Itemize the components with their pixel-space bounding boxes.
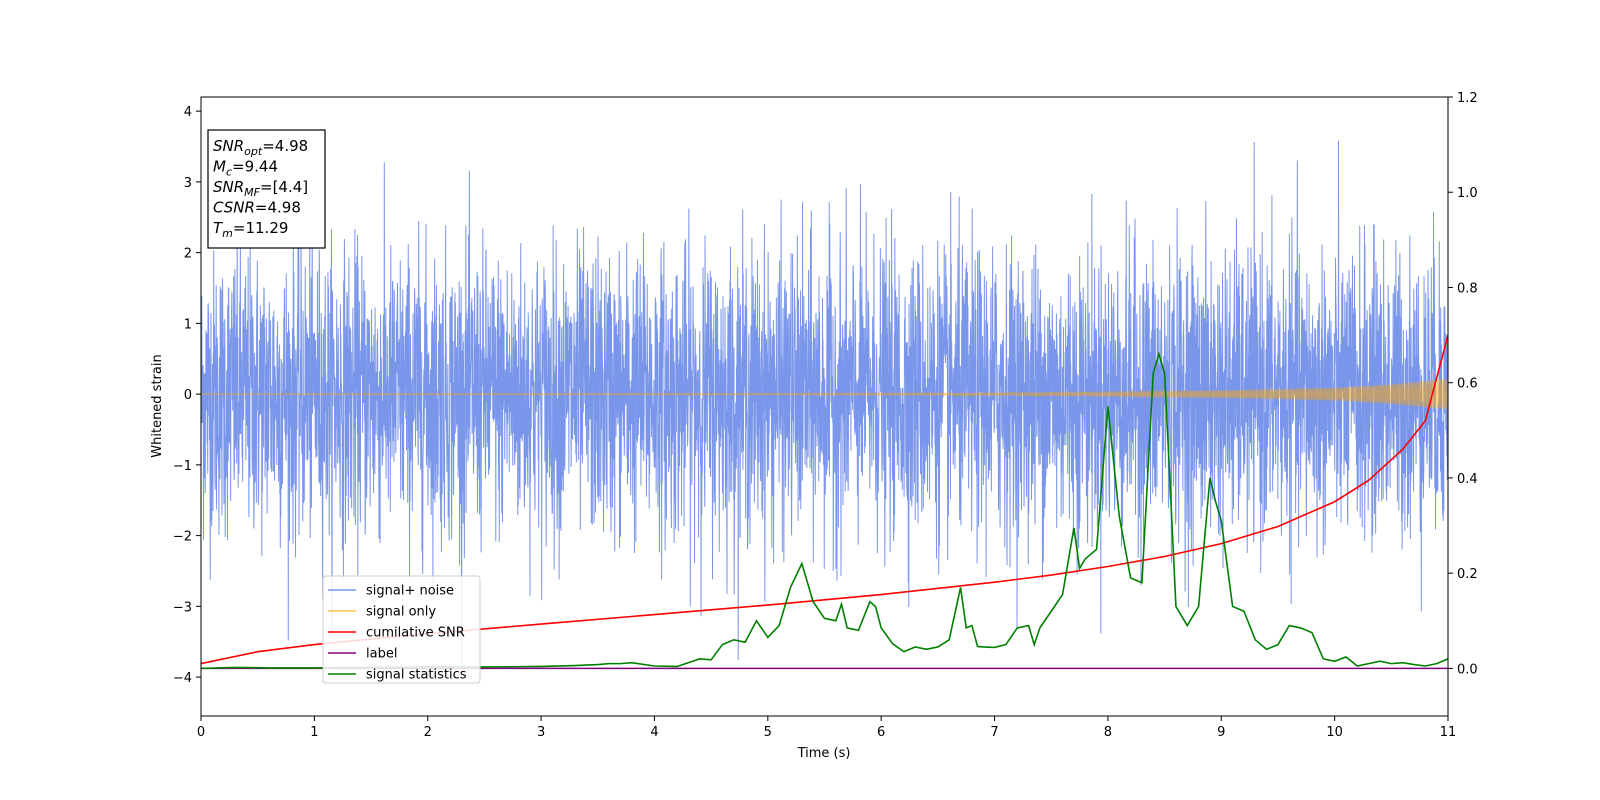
y-tick-label: −2 — [173, 530, 192, 545]
info-value: =9.44 — [232, 158, 278, 176]
legend-label: signal only — [366, 605, 436, 620]
y-tick-label: −4 — [173, 671, 192, 686]
x-tick-label: 8 — [1104, 725, 1112, 740]
y-axis-right: 1.2 1.0 0.8 0.6 0.4 0.2 0.0 — [1448, 91, 1478, 677]
x-tick-label: 9 — [1217, 725, 1225, 740]
signal-only-series — [201, 378, 1448, 410]
signal-noise-series — [201, 140, 1448, 679]
legend-label: signal statistics — [366, 668, 467, 683]
legend-label: label — [366, 647, 397, 662]
info-box: SNRopt=4.98Mc=9.44SNRMF=[4.4]CSNR=4.98Tm… — [207, 129, 326, 249]
info-line: SNRMF=[4.4] — [213, 178, 308, 199]
x-tick-label: 3 — [537, 725, 545, 740]
y-tick-label: −3 — [173, 600, 192, 615]
x-tick-label: 11 — [1440, 725, 1457, 740]
info-line: Tm=11.29 — [213, 219, 288, 240]
info-symbol: SNR — [213, 137, 244, 155]
y-tick-label: 4 — [184, 105, 192, 120]
info-symbol: T — [213, 219, 224, 237]
y2-tick-label: 0.4 — [1457, 472, 1478, 487]
x-tick-label: 6 — [877, 725, 885, 740]
y-axis-label: Whitened strain — [150, 354, 165, 457]
plot-frame — [200, 96, 1449, 717]
info-subscript: MF — [244, 186, 260, 199]
x-tick-label: 5 — [764, 725, 772, 740]
y-axis-left: 4 3 2 1 0 −1 −2 −3 −4 — [173, 105, 201, 686]
info-value: =4.98 — [255, 199, 301, 217]
legend: signal+ noise signal only cumilative SNR la… — [322, 575, 481, 684]
y-tick-label: 1 — [184, 317, 192, 332]
y2-tick-label: 0.2 — [1457, 567, 1478, 582]
y-tick-label: −1 — [173, 459, 192, 474]
y2-tick-label: 0.8 — [1457, 281, 1478, 296]
y-tick-label: 0 — [184, 388, 192, 403]
legend-label: cumilative SNR — [366, 626, 465, 641]
y2-tick-label: 0.0 — [1457, 662, 1478, 677]
info-symbol: CSNR — [213, 199, 255, 217]
x-tick-label: 4 — [650, 725, 658, 740]
x-tick-label: 7 — [990, 725, 998, 740]
y-tick-label: 2 — [184, 247, 192, 262]
x-axis: 0 1 2 3 4 5 6 7 8 9 10 11 — [197, 716, 1456, 740]
legend-label: signal+ noise — [366, 584, 454, 599]
x-tick-label: 0 — [197, 725, 205, 740]
signal-statistics-series — [201, 351, 1448, 670]
info-subscript: m — [222, 227, 233, 240]
info-subscript: opt — [244, 145, 263, 158]
info-value: =[4.4] — [260, 178, 308, 196]
info-symbol: M — [213, 158, 226, 176]
x-tick-label: 2 — [424, 725, 432, 740]
info-line: Mc=9.44 — [213, 158, 278, 179]
x-axis-label: Time (s) — [797, 746, 851, 761]
y2-tick-label: 1.0 — [1457, 186, 1478, 201]
info-line: SNRopt=4.98 — [213, 137, 308, 158]
x-tick-label: 10 — [1326, 725, 1343, 740]
info-symbol: SNR — [213, 178, 244, 196]
y2-tick-label: 1.2 — [1457, 91, 1478, 106]
info-subscript: c — [226, 166, 232, 179]
y2-tick-label: 0.6 — [1457, 377, 1478, 392]
info-value: =4.98 — [262, 137, 308, 155]
x-tick-label: 1 — [310, 725, 318, 740]
info-line: CSNR=4.98 — [213, 199, 301, 217]
y-tick-label: 3 — [184, 176, 192, 191]
info-value: =11.29 — [233, 219, 289, 237]
